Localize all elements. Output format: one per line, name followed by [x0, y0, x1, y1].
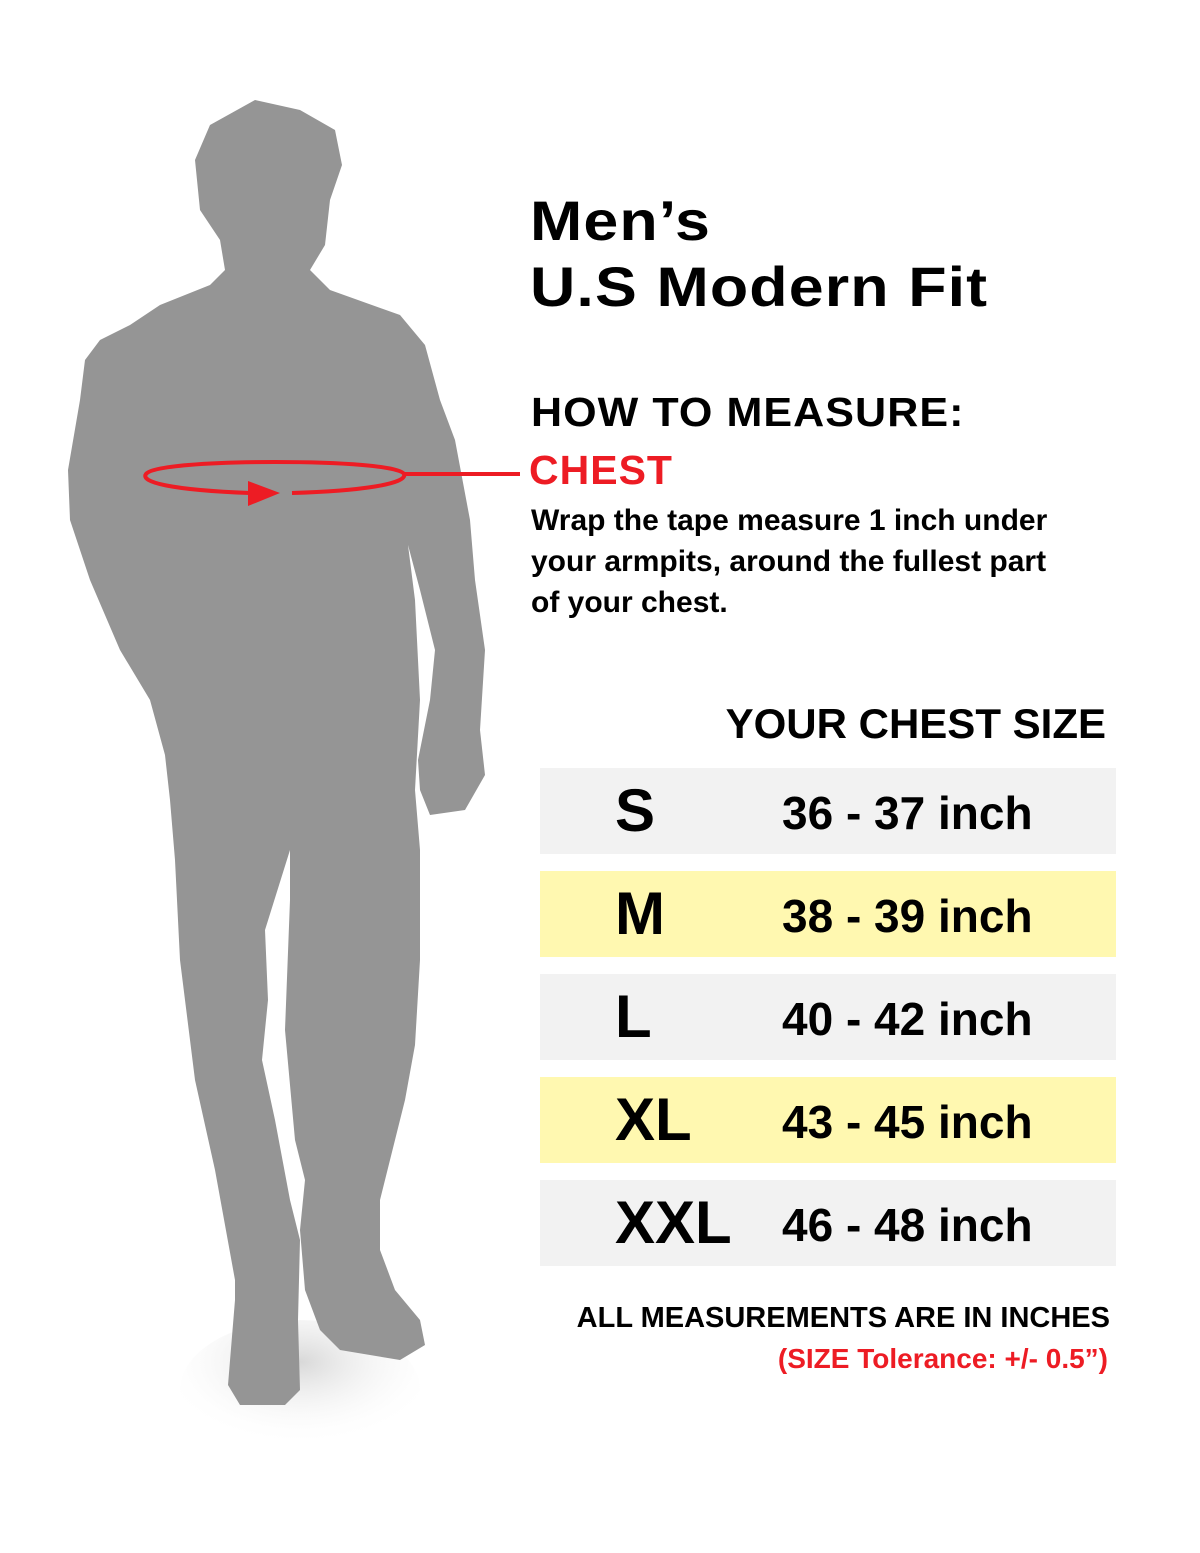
size-range: 40 - 42 inch	[782, 993, 1033, 1045]
tolerance-note: (SIZE Tolerance: +/- 0.5”)	[777, 1343, 1108, 1374]
chest-label: CHEST	[529, 447, 673, 493]
size-range: 43 - 45 inch	[782, 1096, 1033, 1148]
description-line: Wrap the tape measure 1 inch under	[531, 504, 1048, 537]
description-line: your armpits, around the fullest part	[531, 545, 1047, 578]
tape-measure-icon	[143, 459, 520, 506]
table-heading: YOUR CHEST SIZE	[725, 700, 1106, 747]
page-title: Men’s U.S Modern Fit	[530, 188, 988, 320]
man-silhouette-icon	[68, 100, 520, 1460]
size-row-xxl: XXL 46 - 48 inch	[540, 1180, 1116, 1266]
title-line-1: Men’s	[530, 189, 712, 252]
size-row-l: L 40 - 42 inch	[540, 974, 1116, 1060]
size-row-xl: XL 43 - 45 inch	[540, 1077, 1116, 1163]
size-range: 36 - 37 inch	[782, 787, 1033, 839]
size-row-s: S 36 - 37 inch	[540, 768, 1116, 854]
size-row-m: M 38 - 39 inch	[540, 871, 1116, 957]
size-label: XL	[615, 1086, 692, 1153]
size-label: S	[615, 777, 656, 844]
size-range: 38 - 39 inch	[782, 890, 1033, 942]
description-line: of your chest.	[531, 586, 728, 619]
units-note: ALL MEASUREMENTS ARE IN INCHES	[576, 1302, 1110, 1334]
size-label: M	[615, 880, 665, 947]
figure-body	[68, 100, 485, 1405]
size-label: L	[615, 983, 652, 1050]
measure-description: Wrap the tape measure 1 inch under your …	[531, 500, 1131, 623]
title-line-2: U.S Modern Fit	[530, 255, 989, 318]
how-to-heading: HOW TO MEASURE:	[531, 389, 965, 435]
size-label: XXL	[615, 1189, 732, 1256]
size-range: 46 - 48 inch	[782, 1199, 1033, 1251]
